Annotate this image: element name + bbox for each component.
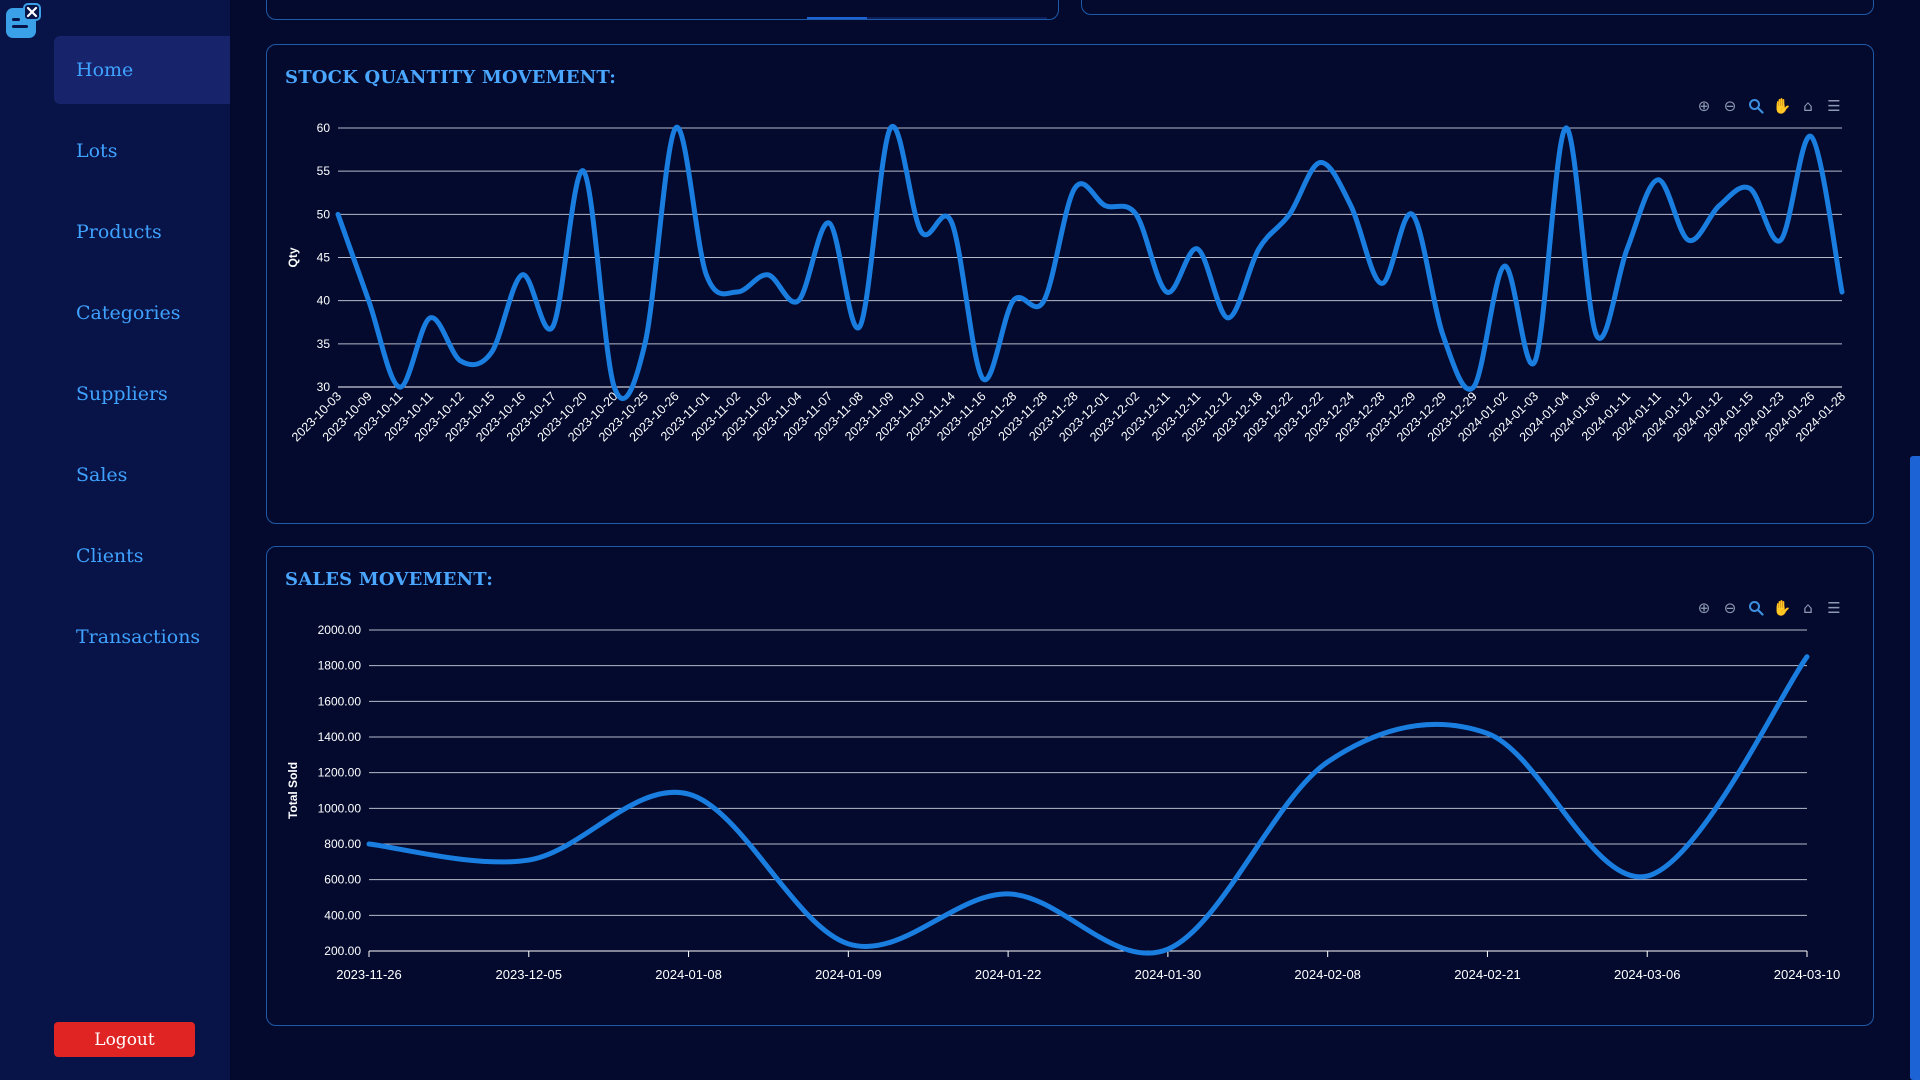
sales-chart-y-axis-label: Total Sold xyxy=(286,762,300,819)
stock-chart-y-tick-label: 60 xyxy=(317,121,331,135)
sales-chart-y-tick-label: 800.00 xyxy=(324,837,361,851)
stock-chart-series-line xyxy=(335,123,1845,402)
app-logo-icon[interactable] xyxy=(4,2,42,40)
top-card-left xyxy=(266,0,1059,20)
sales-chart-y-tick-label: 600.00 xyxy=(324,873,361,887)
stock-chart-y-tick-label: 30 xyxy=(317,380,331,394)
logout-button[interactable]: Logout xyxy=(54,1022,195,1057)
zoom-selection-icon[interactable] xyxy=(1747,599,1765,617)
page-scrollbar[interactable] xyxy=(1906,0,1920,1080)
reset-home-icon[interactable]: ⌂ xyxy=(1803,97,1813,115)
sales-chart-y-tick-label: 2000.00 xyxy=(318,623,362,637)
sales-chart-card: SALES MOVEMENT: ⊕ ⊖ ✋ ⌂ ☰ 2000.00 1800.00… xyxy=(266,546,1874,1026)
stock-chart-y-tick-label: 45 xyxy=(317,251,331,265)
sales-chart-x-tick-label: 2024-01-22 xyxy=(975,967,1042,982)
stock-chart-y-axis-label: Qty xyxy=(286,247,300,267)
sales-chart-y-tick-label: 1400.00 xyxy=(318,730,362,744)
top-card-left-scrollbar xyxy=(807,17,1047,19)
reset-home-icon[interactable]: ⌂ xyxy=(1803,599,1813,617)
zoom-in-icon[interactable]: ⊕ xyxy=(1697,97,1711,115)
sidebar-item-clients[interactable]: Clients xyxy=(76,545,144,567)
sales-chart-x-tick-label: 2024-01-08 xyxy=(655,967,722,982)
sales-chart-x-tick-label: 2023-11-26 xyxy=(336,967,402,982)
sales-chart-y-tick-label: 200.00 xyxy=(324,944,361,958)
top-card-right xyxy=(1081,0,1874,15)
zoom-in-icon[interactable]: ⊕ xyxy=(1697,599,1711,617)
stock-chart-plot: 60555045403530Qty2023-10-032023-10-09202… xyxy=(286,121,1848,444)
sales-chart-x-tick-label: 2024-02-08 xyxy=(1294,967,1361,982)
page-scrollbar-thumb[interactable] xyxy=(1910,456,1920,1080)
menu-icon[interactable]: ☰ xyxy=(1827,97,1841,115)
top-card-left-scrollbar-thumb[interactable] xyxy=(807,17,867,19)
pan-icon[interactable]: ✋ xyxy=(1772,97,1792,115)
sidebar-item-home[interactable]: Home xyxy=(54,36,230,104)
sales-chart-y-tick-label: 1600.00 xyxy=(318,694,362,708)
sales-chart-x-tick-label: 2024-03-06 xyxy=(1614,967,1681,982)
pan-icon[interactable]: ✋ xyxy=(1772,599,1792,617)
sidebar: Home Lots Products Categories Suppliers … xyxy=(0,0,230,1080)
sidebar-item-lots[interactable]: Lots xyxy=(76,140,118,162)
sidebar-item-categories[interactable]: Categories xyxy=(76,302,181,324)
sales-chart-toolbar: ⊕ ⊖ ✋ ⌂ ☰ xyxy=(1695,599,1843,617)
stock-chart-y-tick-label: 55 xyxy=(317,164,331,178)
sales-chart-y-tick-label: 1800.00 xyxy=(318,659,362,673)
sales-chart-x-tick-label: 2024-03-10 xyxy=(1774,967,1841,982)
zoom-selection-icon[interactable] xyxy=(1747,97,1765,115)
sales-chart-x-tick-label: 2024-01-30 xyxy=(1135,967,1202,982)
sales-chart-x-tick-label: 2024-02-21 xyxy=(1454,967,1521,982)
sales-chart-title: SALES MOVEMENT: xyxy=(285,569,494,590)
stock-chart-title: STOCK QUANTITY MOVEMENT: xyxy=(285,67,617,88)
sidebar-item-sales[interactable]: Sales xyxy=(76,464,128,486)
sidebar-nav: Home Lots Products Categories Suppliers … xyxy=(54,36,230,684)
sales-chart-series-line xyxy=(366,654,1810,956)
sales-chart-plot: 2000.00 1800.00 1600.00 1400.00 1200.00 1000.… xyxy=(286,623,1841,982)
sales-chart-x-tick-label: 2024-01-09 xyxy=(815,967,882,982)
sales-chart-y-tick-label: 400.00 xyxy=(324,908,361,922)
sales-chart-y-tick-label: 1200.00 xyxy=(318,766,362,780)
stock-chart-y-tick-label: 50 xyxy=(317,207,331,221)
stock-chart-card: STOCK QUANTITY MOVEMENT: ⊕ ⊖ ✋ ⌂ ☰ 60 55 5… xyxy=(266,44,1874,524)
zoom-out-icon[interactable]: ⊖ xyxy=(1723,599,1737,617)
sales-chart-y-tick-label: 1000.00 xyxy=(318,801,362,815)
zoom-out-icon[interactable]: ⊖ xyxy=(1723,97,1737,115)
sidebar-item-transactions[interactable]: Transactions xyxy=(76,626,201,648)
stock-chart-y-tick-label: 40 xyxy=(317,294,331,308)
sidebar-item-products[interactable]: Products xyxy=(76,221,162,243)
sidebar-item-suppliers[interactable]: Suppliers xyxy=(76,383,168,405)
stock-chart-y-tick-label: 35 xyxy=(317,337,331,351)
sales-chart-x-tick-label: 2023-12-05 xyxy=(496,967,563,982)
menu-icon[interactable]: ☰ xyxy=(1827,599,1841,617)
stock-chart-toolbar: ⊕ ⊖ ✋ ⌂ ☰ xyxy=(1695,97,1843,115)
